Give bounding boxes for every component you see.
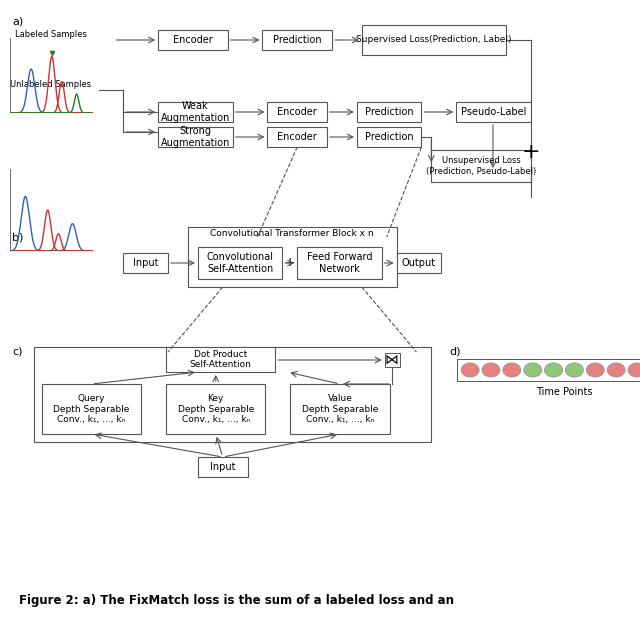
Text: d): d) <box>449 347 461 357</box>
Text: b): b) <box>12 232 24 242</box>
Text: Strong
Augmentation: Strong Augmentation <box>161 126 230 148</box>
Text: Encoder: Encoder <box>277 132 317 142</box>
Text: Query
Depth Separable
Conv., k₁, ..., kₙ: Query Depth Separable Conv., k₁, ..., kₙ <box>53 394 130 424</box>
FancyBboxPatch shape <box>268 102 327 122</box>
FancyBboxPatch shape <box>456 102 531 122</box>
FancyBboxPatch shape <box>198 247 282 279</box>
Text: Figure 2: a) The FixMatch loss is the sum of a labeled loss and an: Figure 2: a) The FixMatch loss is the su… <box>19 594 454 607</box>
Text: +: + <box>522 142 540 162</box>
Text: Dot Product
Self-Attention: Dot Product Self-Attention <box>190 350 252 369</box>
Text: ⋈: ⋈ <box>385 353 399 367</box>
FancyBboxPatch shape <box>34 347 431 442</box>
Text: Supervised Loss(Prediction, Label): Supervised Loss(Prediction, Label) <box>356 36 511 45</box>
Ellipse shape <box>545 363 563 377</box>
Text: Output: Output <box>402 258 436 268</box>
Text: Encoder: Encoder <box>173 35 212 45</box>
FancyBboxPatch shape <box>124 253 168 273</box>
FancyBboxPatch shape <box>166 384 266 434</box>
Text: +: + <box>285 256 296 270</box>
FancyBboxPatch shape <box>385 353 399 367</box>
FancyBboxPatch shape <box>297 247 381 279</box>
Text: Convolutional
Self-Attention: Convolutional Self-Attention <box>207 252 274 274</box>
FancyBboxPatch shape <box>457 359 640 381</box>
Text: Prediction: Prediction <box>365 132 413 142</box>
Ellipse shape <box>503 363 521 377</box>
Text: Value
Depth Separable
Conv., k₁, ..., kₙ: Value Depth Separable Conv., k₁, ..., kₙ <box>302 394 378 424</box>
Text: Prediction: Prediction <box>273 35 321 45</box>
FancyBboxPatch shape <box>357 102 421 122</box>
Ellipse shape <box>628 363 640 377</box>
Ellipse shape <box>566 363 584 377</box>
Text: Input: Input <box>210 462 236 472</box>
FancyBboxPatch shape <box>42 384 141 434</box>
FancyBboxPatch shape <box>166 347 275 372</box>
Text: Unsupervised Loss
(Prediction, Pseudo-Label): Unsupervised Loss (Prediction, Pseudo-La… <box>426 156 536 176</box>
Ellipse shape <box>586 363 604 377</box>
FancyBboxPatch shape <box>268 127 327 147</box>
FancyBboxPatch shape <box>188 227 397 287</box>
Text: Labeled Samples: Labeled Samples <box>15 30 87 39</box>
Ellipse shape <box>482 363 500 377</box>
Text: c): c) <box>12 347 22 357</box>
Ellipse shape <box>524 363 541 377</box>
Text: Prediction: Prediction <box>365 107 413 117</box>
Ellipse shape <box>461 363 479 377</box>
Text: Unlabeled Samples: Unlabeled Samples <box>10 80 92 89</box>
Ellipse shape <box>607 363 625 377</box>
FancyBboxPatch shape <box>291 384 390 434</box>
FancyBboxPatch shape <box>397 253 442 273</box>
Text: a): a) <box>12 17 23 27</box>
FancyBboxPatch shape <box>158 127 233 147</box>
Text: Weak
Augmentation: Weak Augmentation <box>161 101 230 123</box>
FancyBboxPatch shape <box>362 25 506 55</box>
Text: Input: Input <box>133 258 159 268</box>
Text: Convolutional Transformer Block x n: Convolutional Transformer Block x n <box>211 229 374 238</box>
FancyBboxPatch shape <box>262 30 332 50</box>
Text: Key
Depth Separable
Conv., k₁, ..., kₙ: Key Depth Separable Conv., k₁, ..., kₙ <box>177 394 254 424</box>
Text: Pseudo-Label: Pseudo-Label <box>461 107 526 117</box>
Text: Time Points: Time Points <box>536 387 592 397</box>
Text: Encoder: Encoder <box>277 107 317 117</box>
FancyBboxPatch shape <box>357 127 421 147</box>
FancyBboxPatch shape <box>158 30 228 50</box>
FancyBboxPatch shape <box>431 150 531 182</box>
Text: Feed Forward
Network: Feed Forward Network <box>307 252 372 274</box>
FancyBboxPatch shape <box>198 457 248 477</box>
FancyBboxPatch shape <box>158 102 233 122</box>
